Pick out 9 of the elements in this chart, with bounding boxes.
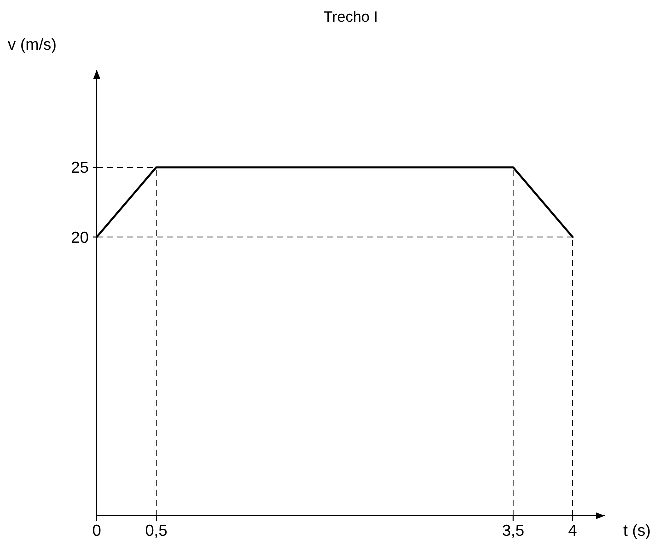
- y-tick-label: 25: [71, 160, 90, 178]
- x-tick-label: 3,5: [502, 523, 525, 540]
- x-tick-label: 0: [92, 523, 102, 540]
- x-tick-label: 4: [568, 523, 578, 540]
- chart-title: Trecho I: [324, 9, 378, 26]
- x-axis-title: t (s): [623, 523, 651, 540]
- y-tick-label: 20: [71, 230, 90, 247]
- y-axis-title: v (m/s): [8, 37, 57, 54]
- x-tick-label: 0,5: [145, 523, 168, 540]
